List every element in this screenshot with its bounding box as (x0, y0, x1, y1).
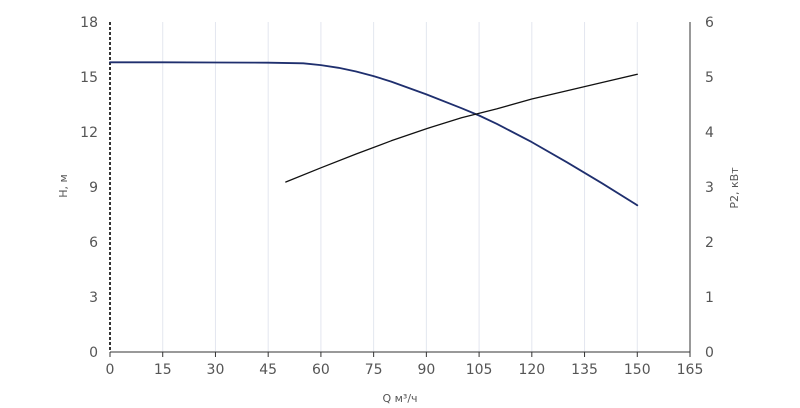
x-tick-label: 15 (154, 362, 172, 378)
x-tick-label: 150 (624, 362, 651, 378)
x-axis-title: Q м³/ч (382, 392, 417, 405)
head-curve-line (109, 61, 639, 207)
y2-tick-label: 2 (705, 235, 714, 251)
y2-axis-title: P2, кВт (728, 167, 741, 209)
x-tick-label: 30 (207, 362, 225, 378)
grid (162, 22, 691, 352)
y-tick-label: 3 (89, 290, 98, 306)
y-tick-label: 12 (80, 125, 98, 141)
y-tick-label: 15 (80, 70, 98, 86)
x-tick-label: 45 (259, 362, 277, 378)
x-tick-label: 90 (417, 362, 435, 378)
y2-tick-label: 3 (705, 180, 714, 196)
y2-tick-label: 1 (705, 290, 714, 306)
x-tick-label: 60 (312, 362, 330, 378)
y2-tick-label: 6 (705, 15, 714, 31)
axes (109, 22, 691, 357)
y2-tick-label: 5 (705, 70, 714, 86)
x-tick-label: 120 (518, 362, 545, 378)
x-tick-label: 165 (677, 362, 704, 378)
x-tick-label: 0 (106, 362, 115, 378)
y-tick-label: 0 (89, 345, 98, 361)
y-tick-label: 18 (80, 15, 98, 31)
power-curve-line (285, 73, 638, 183)
y-tick-label: 9 (89, 180, 98, 196)
series (109, 61, 639, 207)
y2-tick-label: 0 (705, 345, 714, 361)
y-tick-label: 6 (89, 235, 98, 251)
tick-labels: 0 15 30 45 60 75 90 105 120 135 150 165036912151801… (80, 15, 714, 378)
x-tick-label: 105 (466, 362, 493, 378)
x-tick-label: 75 (365, 362, 383, 378)
y-axis-title: H, м (57, 174, 70, 198)
x-tick-label: 135 (571, 362, 598, 378)
y2-tick-label: 4 (705, 125, 714, 141)
